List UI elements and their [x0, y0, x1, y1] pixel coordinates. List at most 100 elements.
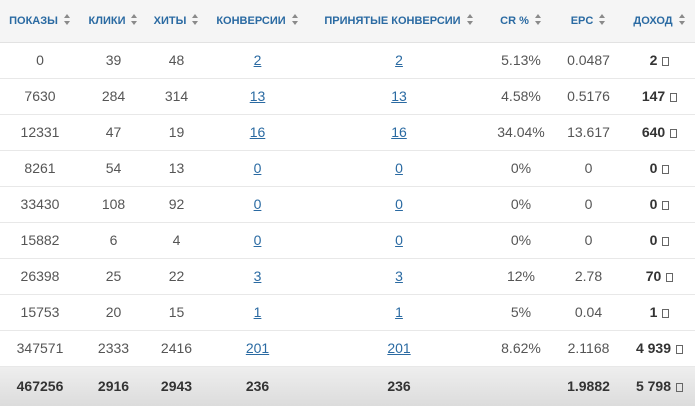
cell-conversions: 3 [206, 258, 309, 294]
col-header-accepted-conversions[interactable]: ПРИНЯТЫЕ КОНВЕРСИИ [309, 0, 489, 42]
cell-epc: 2.78 [574, 268, 603, 284]
conversions-link[interactable]: 1 [253, 304, 262, 320]
currency-icon [670, 129, 678, 138]
table-row: 26398 25 22 3 3 12% 2.78 70 [0, 258, 695, 294]
sort-arrows-icon[interactable] [131, 14, 138, 26]
col-header-cr[interactable]: CR % [489, 0, 553, 42]
cell-income: 4 939 [624, 330, 695, 366]
cell-hits: 92 [168, 196, 185, 212]
cell-clicks: 25 [105, 268, 122, 284]
cell-conversions: 0 [206, 186, 309, 222]
sort-arrows-icon[interactable] [534, 14, 542, 26]
cell-impressions: 347571 [16, 340, 64, 356]
currency-icon [662, 201, 670, 210]
currency-icon [676, 383, 684, 393]
cell-epc: 0.04 [574, 304, 603, 320]
cell-impressions: 15882 [20, 232, 60, 248]
col-header-hits[interactable]: ХИТЫ [147, 0, 206, 42]
sort-arrows-icon[interactable] [63, 14, 71, 26]
table-row: 15882 6 4 0 0 0% 0 0 [0, 222, 695, 258]
cell-hits: 22 [168, 268, 185, 284]
cell-hits: 19 [168, 124, 185, 140]
col-header-epc[interactable]: EPC [553, 0, 624, 42]
table-row: 7630 284 314 13 13 4.58% 0.5176 147 [0, 78, 695, 114]
cell-accepted: 1 [309, 294, 489, 330]
conversions-link[interactable]: 201 [245, 340, 270, 356]
cell-impressions: 26398 [20, 268, 60, 284]
col-header-clicks[interactable]: КЛИКИ [80, 0, 147, 42]
conversions-link[interactable]: 0 [253, 160, 262, 176]
cell-clicks: 108 [101, 196, 126, 212]
cell-epc: 13.617 [567, 124, 610, 140]
sort-arrows-icon[interactable] [291, 14, 299, 26]
cell-cr: 5% [510, 304, 532, 320]
cell-income: 0 [624, 186, 695, 222]
cell-accepted: 2 [309, 42, 489, 78]
table-row: 15753 20 15 1 1 5% 0.04 1 [0, 294, 695, 330]
col-header-income[interactable]: ДОХОД [624, 0, 695, 42]
cell-clicks: 54 [105, 160, 122, 176]
sort-arrows-icon[interactable] [599, 14, 606, 26]
accepted-conversions-link[interactable]: 0 [395, 196, 403, 212]
cell-accepted: 0 [309, 186, 489, 222]
conversions-link[interactable]: 16 [249, 124, 266, 140]
accepted-conversions-link[interactable]: 1 [395, 304, 403, 320]
total-conversions: 236 [245, 378, 270, 395]
cell-income: 1 [624, 294, 695, 330]
conversions-link[interactable]: 0 [253, 232, 262, 248]
cell-hits: 15 [168, 304, 185, 320]
accepted-conversions-link[interactable]: 0 [395, 160, 403, 176]
cell-conversions: 1 [206, 294, 309, 330]
accepted-conversions-link[interactable]: 3 [395, 268, 403, 284]
conversions-link[interactable]: 13 [249, 88, 266, 104]
sort-arrows-icon[interactable] [192, 14, 199, 26]
cell-epc: 0 [584, 196, 593, 212]
cell-cr: 8.62% [501, 340, 541, 356]
cell-epc: 0 [584, 232, 593, 248]
cell-accepted: 13 [309, 78, 489, 114]
cell-conversions: 0 [206, 150, 309, 186]
sort-arrows-icon[interactable] [466, 14, 474, 26]
cell-epc: 0 [584, 160, 593, 176]
cell-conversions: 201 [206, 330, 309, 366]
accepted-conversions-link[interactable]: 16 [391, 124, 407, 140]
total-hits: 2943 [160, 378, 193, 395]
conversions-link[interactable]: 0 [253, 196, 262, 212]
cell-income: 640 [624, 114, 695, 150]
cell-hits: 2416 [160, 340, 193, 356]
cell-epc: 2.1168 [567, 340, 610, 356]
currency-icon [670, 93, 678, 102]
cell-cr: 12% [506, 268, 536, 284]
col-header-conversions[interactable]: КОНВЕРСИИ [206, 0, 309, 42]
conversions-link[interactable]: 3 [253, 268, 262, 284]
cell-income: 2 [624, 42, 695, 78]
currency-icon [666, 273, 674, 282]
currency-icon [662, 309, 670, 318]
accepted-conversions-link[interactable]: 0 [395, 232, 403, 248]
cell-hits: 48 [168, 52, 185, 68]
total-epc: 1.9882 [567, 378, 610, 395]
accepted-conversions-link[interactable]: 13 [391, 88, 407, 104]
cell-clicks: 20 [105, 304, 122, 320]
table-row: 12331 47 19 16 16 34.04% 13.617 640 [0, 114, 695, 150]
cell-cr: 0% [510, 196, 532, 212]
cell-impressions: 0 [36, 52, 44, 68]
cell-impressions: 15753 [20, 304, 60, 320]
cell-income: 0 [624, 222, 695, 258]
conversions-link[interactable]: 2 [253, 52, 262, 68]
cell-conversions: 16 [206, 114, 309, 150]
col-header-impressions[interactable]: ПОКАЗЫ [0, 0, 80, 42]
table-row: 347571 2333 2416 201 201 8.62% 2.1168 4 … [0, 330, 695, 366]
totals-row: 467256 2916 2943 236 236 1.9882 5 798 [0, 366, 695, 406]
sort-arrows-icon[interactable] [678, 14, 686, 26]
cell-clicks: 284 [101, 88, 126, 104]
accepted-conversions-link[interactable]: 201 [387, 340, 411, 356]
cell-cr: 0% [510, 160, 532, 176]
cell-hits: 4 [172, 232, 181, 248]
cell-accepted: 0 [309, 150, 489, 186]
cell-epc: 0.5176 [567, 88, 610, 104]
accepted-conversions-link[interactable]: 2 [395, 52, 403, 68]
cell-cr: 4.58% [501, 88, 541, 104]
cell-income: 70 [624, 258, 695, 294]
cell-clicks: 39 [105, 52, 122, 68]
